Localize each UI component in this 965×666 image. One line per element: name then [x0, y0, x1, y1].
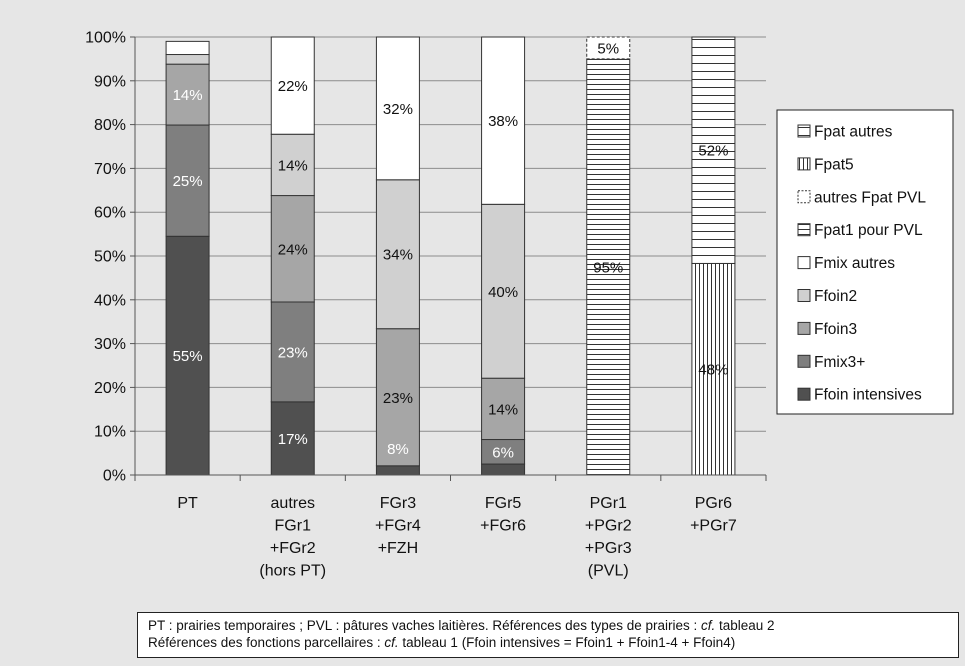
- x-tick-label: +FGr6: [480, 518, 526, 535]
- x-tick-label: PGr6: [695, 495, 732, 512]
- footnote-box: PT : prairies temporaires ; PVL : pâture…: [137, 612, 959, 658]
- data-label: 14%: [488, 401, 518, 418]
- x-tick-label: +FGr2: [270, 540, 316, 557]
- legend-label: Ffoin2: [814, 288, 857, 305]
- legend-swatch: [797, 223, 811, 237]
- bar-segment: [270, 36, 315, 135]
- y-tick-label: 70%: [94, 161, 126, 178]
- legend-label: Ffoin intensives: [814, 387, 922, 404]
- data-label: 55%: [173, 348, 203, 365]
- bar-segment: [165, 54, 210, 65]
- bar-segment: [165, 63, 210, 126]
- legend-swatch: [797, 190, 811, 204]
- y-tick-label: 50%: [94, 249, 126, 266]
- legend-label: Ffoin3: [814, 321, 857, 338]
- data-label: 22%: [278, 78, 308, 95]
- data-label: 24%: [278, 241, 308, 258]
- legend-swatch: [797, 387, 811, 401]
- legend-label: Fmix3+: [814, 354, 865, 371]
- y-tick-label: 10%: [94, 424, 126, 441]
- bar-segment: [481, 439, 526, 465]
- data-label: 8%: [387, 441, 409, 458]
- bar-segment: [481, 377, 526, 441]
- data-label: 14%: [278, 157, 308, 174]
- legend-label: Fpat5: [814, 156, 854, 173]
- x-tick-label: (hors PT): [259, 563, 326, 580]
- legend-label: Fpat1 pour PVL: [814, 222, 923, 239]
- y-tick-label: 20%: [94, 380, 126, 397]
- x-tick-label: +PGr7: [690, 518, 737, 535]
- data-label: 23%: [383, 390, 413, 407]
- legend-swatch: [797, 124, 811, 138]
- legend-label: Fmix autres: [814, 255, 895, 272]
- footnote-line-1: PT : prairies temporaires ; PVL : pâture…: [148, 618, 775, 633]
- y-tick-label: 80%: [94, 117, 126, 134]
- footnote-line-2: Références des fonctions parcellaires : …: [148, 634, 736, 650]
- data-label: 40%: [488, 284, 518, 301]
- bar-segment: [481, 463, 526, 476]
- data-label: 95%: [593, 259, 623, 276]
- x-tick-label: FGr3: [380, 495, 417, 512]
- legend-swatch: [797, 157, 811, 171]
- data-label: 34%: [383, 247, 413, 264]
- bar-segment: [165, 124, 210, 237]
- data-label: 17%: [278, 431, 308, 448]
- x-tick-label: +PGr3: [585, 540, 632, 557]
- data-label: 52%: [698, 143, 728, 160]
- legend-label: autres Fpat PVL: [814, 189, 926, 206]
- data-label: 38%: [488, 113, 518, 130]
- legend-swatch: [797, 321, 811, 335]
- bar-segment: [375, 179, 420, 330]
- data-labels: 25% 55% 14% 22% 14% 24% 23% 17% 32% 34% 23% 8% 38% 40…: [173, 40, 729, 461]
- bar-segment: [270, 133, 315, 197]
- bar-segment: [375, 36, 420, 181]
- y-tick-label: 60%: [94, 205, 126, 222]
- data-label: 14%: [173, 87, 203, 104]
- x-tick-label: (PVL): [588, 563, 629, 580]
- y-tick-label: 90%: [94, 73, 126, 90]
- data-label: 48%: [698, 362, 728, 379]
- legend-swatch: [797, 256, 811, 270]
- data-label: 25%: [173, 173, 203, 190]
- data-label: 32%: [383, 101, 413, 118]
- x-axis: PT autres FGr1 +FGr2 (hors PT) FGr3 +FGr4 +FZH F…: [134, 474, 767, 580]
- x-tick-label: FGr5: [485, 495, 522, 512]
- x-tick-label: +PGr2: [585, 518, 632, 535]
- x-tick-label: autres: [271, 495, 315, 512]
- bar-segment: [375, 328, 420, 467]
- legend-swatch: [797, 289, 811, 302]
- legend-swatch: [797, 354, 811, 368]
- y-tick-label: 30%: [94, 336, 126, 353]
- y-tick-label: 0%: [103, 468, 126, 485]
- x-tick-label: PT: [177, 495, 198, 512]
- x-tick-label: FGr1: [275, 518, 312, 535]
- data-label: 6%: [492, 444, 514, 461]
- x-tick-label: +FGr4: [375, 518, 421, 535]
- legend: Fpat autres Fpat5 autres Fpat PVL Fpat1 pou…: [776, 109, 954, 415]
- bar-segment: [270, 301, 315, 403]
- data-label: 5%: [597, 40, 619, 57]
- bar-segment: [481, 36, 526, 205]
- bar-segment: [375, 465, 420, 476]
- y-tick-label: 40%: [94, 292, 126, 309]
- gridlines: [135, 36, 766, 476]
- legend-label: Fpat autres: [814, 124, 893, 141]
- y-axis: 0% 10% 20% 30% 40% 50% 60% 70% 80% 90% 100%: [85, 30, 136, 485]
- bar-segment: [165, 40, 210, 56]
- bar-segment: [691, 36, 736, 264]
- bar-segment: [481, 203, 526, 379]
- x-tick-label: PGr1: [590, 495, 627, 512]
- bar-segment: [586, 36, 631, 60]
- x-tick-label: +FZH: [378, 540, 418, 557]
- data-label: 23%: [278, 344, 308, 361]
- bar-segment: [270, 401, 315, 476]
- y-tick-label: 100%: [85, 30, 126, 47]
